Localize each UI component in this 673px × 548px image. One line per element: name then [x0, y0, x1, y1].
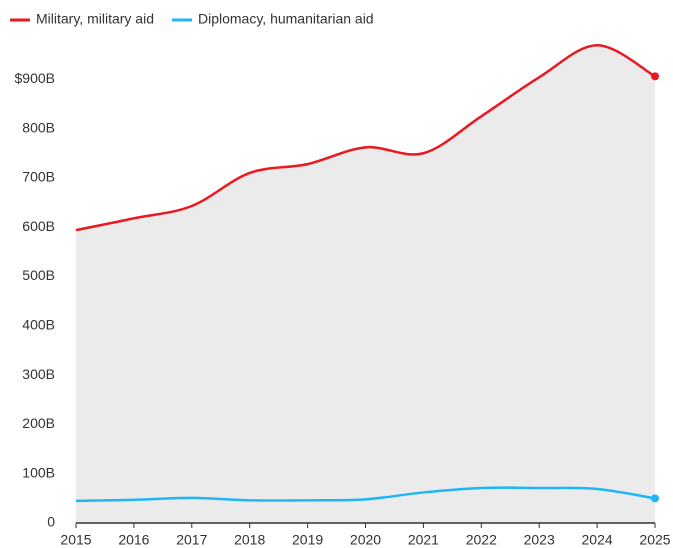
x-tick-label: 2021: [408, 532, 439, 548]
end-dot: [651, 72, 659, 81]
x-tick-label: 2015: [60, 532, 91, 548]
y-tick-label: $900B: [15, 70, 55, 86]
y-tick-label: 0: [47, 514, 55, 530]
x-tick-label: 2019: [292, 532, 323, 548]
y-tick-label: 300B: [22, 366, 55, 382]
legend-label: Diplomacy, humanitarian aid: [198, 11, 374, 27]
x-tick-label: 2024: [582, 532, 613, 548]
y-tick-label: 600B: [22, 218, 55, 234]
x-tick-label: 2023: [524, 532, 555, 548]
y-tick-label: 500B: [22, 267, 55, 283]
x-tick-label: 2016: [118, 532, 149, 548]
area: [76, 45, 655, 523]
line: [75, 486, 656, 503]
line: [75, 44, 656, 232]
y-tick-label: 800B: [22, 119, 55, 135]
x-tick-label: 2025: [639, 532, 670, 548]
y-tick-label: 700B: [22, 169, 55, 185]
end-dot: [651, 494, 659, 503]
legend-label: Military, military aid: [36, 11, 154, 27]
x-tick-label: 2020: [350, 532, 381, 548]
y-tick-label: 100B: [22, 464, 55, 480]
y-tick-label: 200B: [22, 415, 55, 431]
x-tick-label: 2018: [234, 532, 265, 548]
y-tick-label: 400B: [22, 317, 55, 333]
x-tick-label: 2017: [176, 532, 207, 548]
x-tick-label: 2022: [466, 532, 497, 548]
